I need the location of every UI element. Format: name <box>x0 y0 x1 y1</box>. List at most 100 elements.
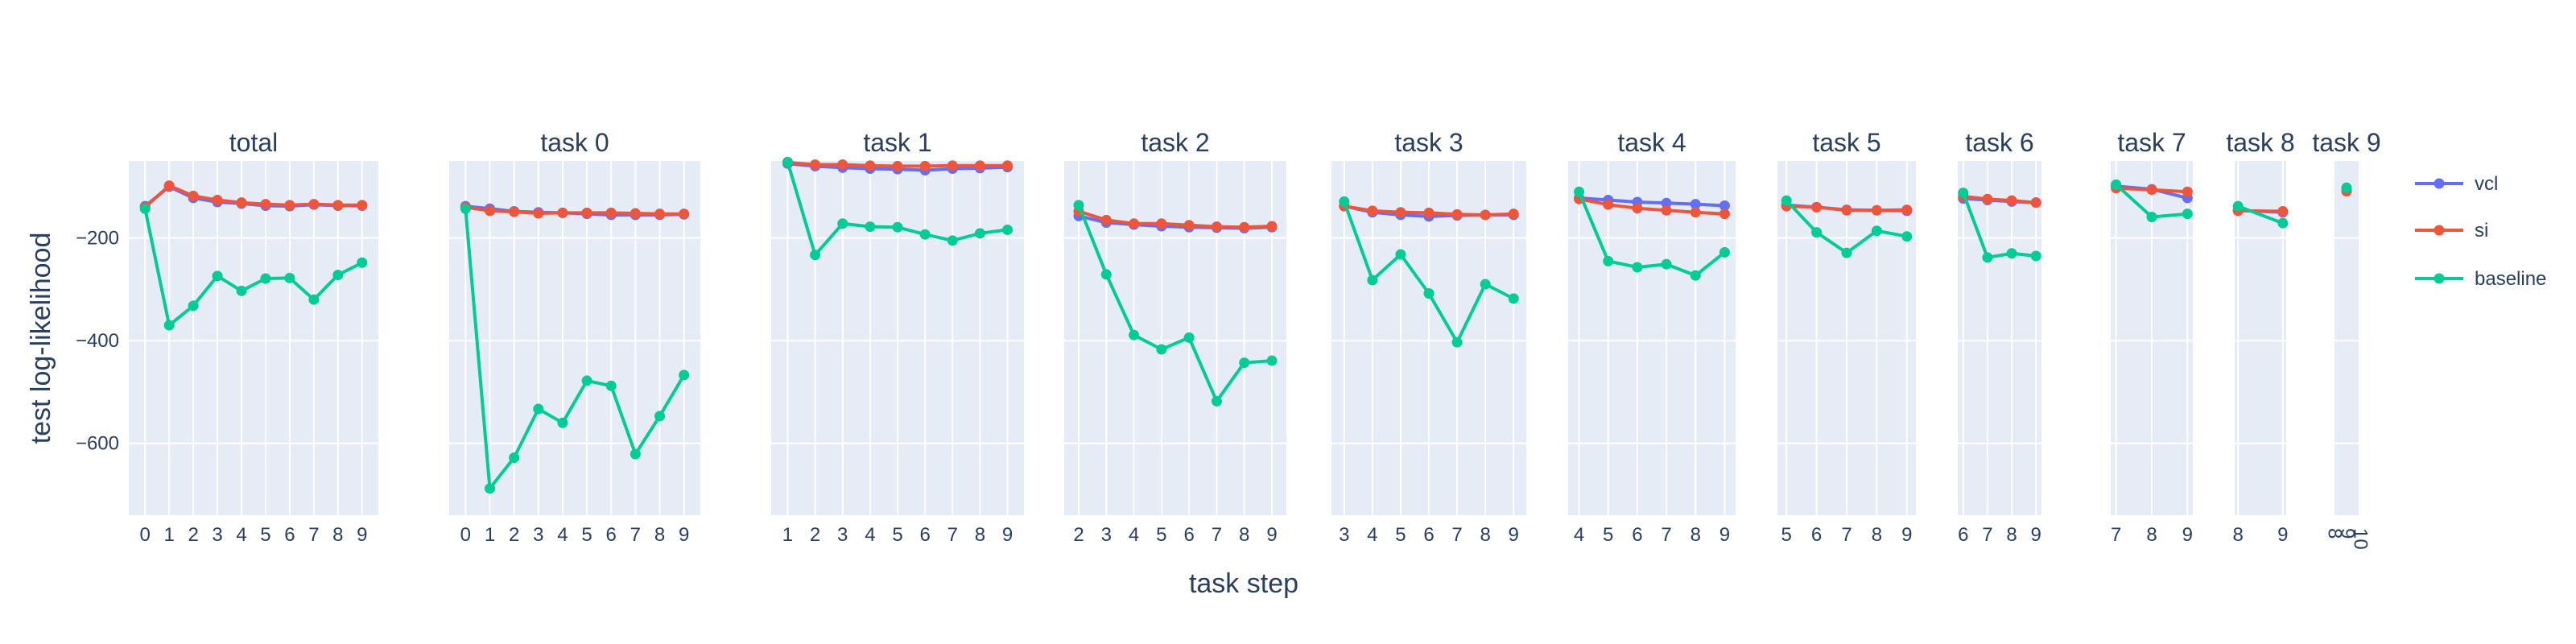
panel-2-si-point-3 <box>865 160 876 171</box>
panel-0-si-point-2 <box>188 190 199 201</box>
panel-2-xtick-7: 8 <box>975 524 985 546</box>
panel-2-xtick-1: 2 <box>810 524 820 546</box>
panel-1-xtick-7: 7 <box>630 524 641 546</box>
panel-0-xtick-7: 7 <box>308 524 319 546</box>
panel-0-si-point-4 <box>236 197 247 208</box>
panel-3-xtick-7: 9 <box>1266 524 1277 546</box>
panel-1-si-point-9 <box>679 208 690 220</box>
panel-7-xtick-3: 9 <box>2031 524 2041 546</box>
panel-2-baseline-point-1 <box>810 250 821 261</box>
panel-1-baseline-line <box>464 208 686 490</box>
panel-1-xtick-9: 9 <box>679 524 689 546</box>
panel-4-xtick-1: 4 <box>1367 524 1377 546</box>
panel-0-baseline-point-0 <box>139 203 151 214</box>
panel-4-baseline-point-2 <box>1395 249 1406 260</box>
panel-1-si-point-2 <box>509 206 520 217</box>
panel-6-xtick-1: 6 <box>1811 524 1822 546</box>
panel-4-baseline-point-6 <box>1508 293 1519 304</box>
panel-0-baseline-point-8 <box>332 270 344 281</box>
panel-1-baseline-point-6 <box>605 380 617 391</box>
panel-3-baseline-point-0 <box>1073 200 1084 211</box>
panel-1-si-point-4 <box>557 207 568 218</box>
panel-3-baseline-point-7 <box>1266 355 1278 366</box>
panel-7-baseline-point-0 <box>1958 188 1969 199</box>
panel-1-baseline-point-1 <box>484 483 495 494</box>
panel-0-xtick-2: 2 <box>188 524 198 546</box>
panel-2-si-point-8 <box>1002 160 1013 171</box>
panel-6-baseline-point-3 <box>1871 225 1882 237</box>
panel-4-title: task 3 <box>1394 128 1463 157</box>
panel-5-xtick-3: 7 <box>1661 524 1671 546</box>
panel-3-title: task 2 <box>1141 128 1209 157</box>
legend-vcl-label: vcl <box>2475 173 2498 195</box>
panel-5-baseline-line <box>1577 191 1726 278</box>
panel-2-baseline-point-3 <box>865 221 876 233</box>
panel-1-baseline-point-8 <box>654 411 666 422</box>
panel-1-si-point-7 <box>630 208 641 219</box>
panel-0-xtick-0: 0 <box>140 524 151 546</box>
panel-0-si-point-3 <box>212 194 223 205</box>
panel-4-si-point-6 <box>1508 208 1519 220</box>
panel-4-baseline-point-1 <box>1367 275 1378 286</box>
ytick-label-2: −600 <box>76 433 119 455</box>
panel-9-baseline-point-0 <box>2232 200 2244 212</box>
panel-2-baseline-point-7 <box>974 228 985 239</box>
panel-2-si-point-2 <box>837 159 848 170</box>
panel-3-si-point-4 <box>1183 220 1195 231</box>
panel-8-xtick-0: 7 <box>2111 524 2121 546</box>
panel-1-baseline-point-3 <box>533 403 544 415</box>
panel-2-si-point-1 <box>810 159 821 170</box>
panel-0-si-point-7 <box>308 199 320 210</box>
panel-0-si-point-6 <box>284 200 295 211</box>
panel-5-baseline-point-3 <box>1661 258 1672 270</box>
panel-1-baseline-point-5 <box>581 375 592 386</box>
panel-10-baseline-point-0 <box>2341 182 2352 193</box>
panel-8-baseline-point-1 <box>2146 212 2157 223</box>
panel-5-si-point-1 <box>1603 199 1614 210</box>
panel-10-xtick-2: 10 <box>2350 528 2372 550</box>
panel-1-baseline-point-0 <box>460 203 471 214</box>
panel-4-xtick-6: 9 <box>1509 524 1519 546</box>
panel-8-title: task 7 <box>2117 128 2186 157</box>
panel-6-title: task 5 <box>1812 128 1880 157</box>
panel-5-title: task 4 <box>1617 128 1686 157</box>
panel-9-baseline-point-1 <box>2277 217 2289 229</box>
panel-4-si-point-4 <box>1451 208 1463 220</box>
panel-3-xtick-3: 5 <box>1156 524 1166 546</box>
panel-1-si-point-1 <box>484 205 495 217</box>
panel-4-baseline-point-4 <box>1451 336 1463 348</box>
panel-4-si-point-3 <box>1423 207 1435 218</box>
panel-8-si-point-2 <box>2182 186 2193 197</box>
panel-6-xtick-2: 7 <box>1841 524 1852 546</box>
panel-7-xtick-2: 8 <box>2006 524 2017 546</box>
panel-2-si-point-4 <box>892 160 903 171</box>
panel-3-xtick-4: 6 <box>1183 524 1194 546</box>
panel-2-xtick-5: 6 <box>919 524 930 546</box>
panel-4-xtick-3: 6 <box>1423 524 1434 546</box>
panel-7-si-point-2 <box>2006 195 2017 206</box>
panel-0-baseline-point-5 <box>260 273 271 284</box>
panel-0-xtick-8: 8 <box>332 524 343 546</box>
panel-4-si-point-5 <box>1480 209 1491 221</box>
panel-6-si-point-2 <box>1841 204 1852 216</box>
panel-5-background <box>1568 161 1736 515</box>
panel-8-xtick-1: 8 <box>2146 524 2157 546</box>
panel-7-baseline-point-1 <box>1982 252 1993 263</box>
panel-5-vcl-point-4 <box>1690 199 1701 210</box>
panel-0-xtick-6: 6 <box>284 524 295 546</box>
panel-4-xtick-2: 5 <box>1395 524 1406 546</box>
panel-0-baseline-point-9 <box>357 257 368 268</box>
panel-9-si-line <box>2238 208 2283 213</box>
panel-3-baseline-point-2 <box>1129 329 1140 341</box>
panel-1-title: task 0 <box>540 128 609 157</box>
panel-0-si-point-1 <box>163 180 175 192</box>
panel-0-si-line <box>143 184 362 208</box>
panel-0-xtick-3: 3 <box>212 524 222 546</box>
panel-3-background <box>1064 161 1286 515</box>
panel-1-xtick-8: 8 <box>654 524 665 546</box>
panel-2-xtick-2: 3 <box>837 524 848 546</box>
panel-4-baseline-point-5 <box>1480 279 1491 290</box>
panel-5-xtick-0: 4 <box>1574 524 1584 546</box>
panel-2-baseline-point-0 <box>782 156 793 167</box>
